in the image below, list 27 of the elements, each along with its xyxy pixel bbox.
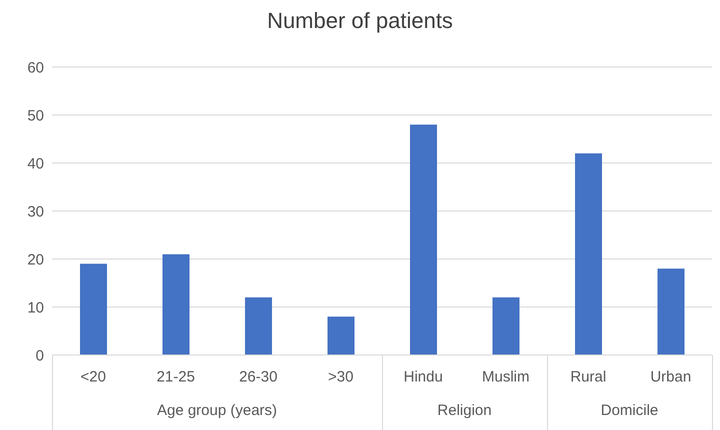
x-tick-label: <20 [80, 368, 106, 386]
y-tick-label: 10 [27, 299, 44, 316]
y-tick-label: 50 [27, 107, 44, 124]
text: Domicile [600, 402, 660, 419]
bar [80, 264, 107, 355]
y-tick-label: 20 [27, 251, 44, 268]
text: Age group (years) [156, 402, 278, 419]
bar [492, 297, 520, 355]
y-tick-label: 60 [27, 59, 44, 76]
bar [658, 268, 684, 355]
x-tick-label: Muslim [482, 368, 530, 386]
y-tick-label: 30 [27, 203, 44, 220]
y-tick-label: 40 [27, 155, 44, 172]
bar [410, 124, 437, 355]
bar [575, 153, 602, 355]
chart-title: Number of patients [266, 8, 454, 34]
bar [245, 297, 272, 355]
x-tick-label: >30 [328, 368, 354, 386]
x-tick-label: 21-25 [156, 368, 195, 386]
y-tick-label: 0 [36, 347, 44, 364]
x-tick-label: Urban [650, 368, 692, 386]
x-tick-label: Rural [570, 368, 606, 386]
bar [162, 254, 190, 355]
x-tick-label: Hindu [404, 368, 443, 386]
text: Religion [436, 402, 493, 419]
x-tick-label: 26-30 [239, 368, 278, 386]
bar [328, 316, 354, 355]
